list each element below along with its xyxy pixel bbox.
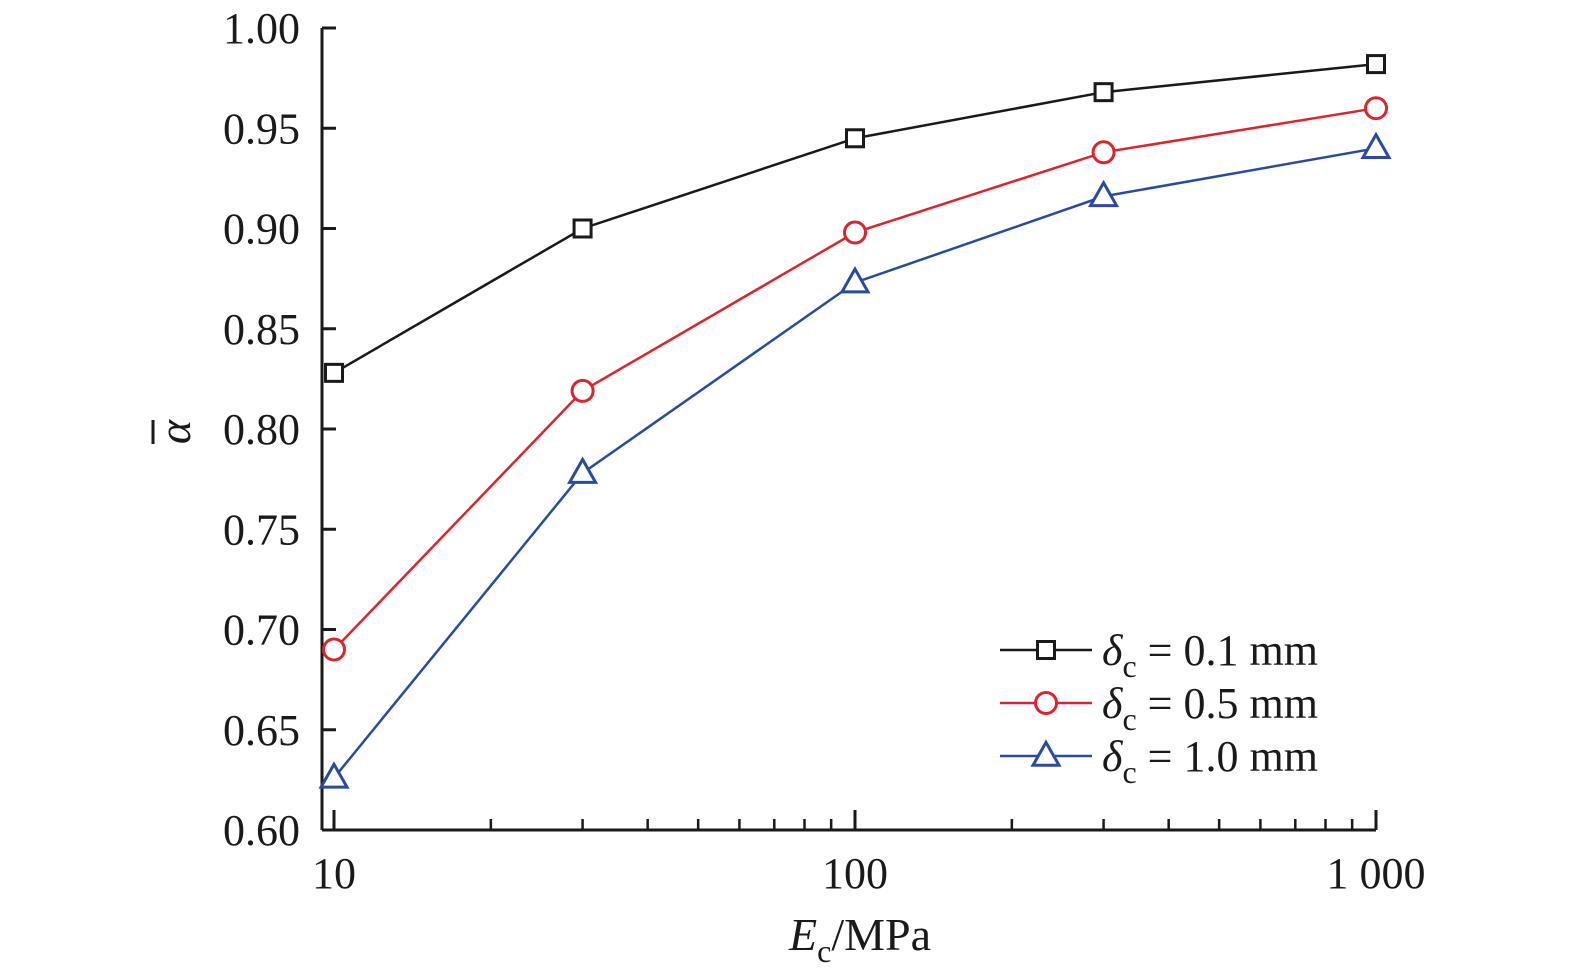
data-point [1366, 54, 1386, 75]
legend-marker-shape [1034, 691, 1058, 715]
y-tick-label: 0.85 [223, 305, 300, 354]
y-tick-label: 0.60 [223, 806, 300, 855]
data-point [1088, 179, 1120, 208]
series-line-1 [333, 106, 1377, 651]
legend-entry: δc = 1.0 mm [1000, 732, 1318, 790]
y-tick-label: 0.70 [223, 606, 300, 655]
legend-marker-2 [1030, 739, 1062, 767]
x-tick-label: 1 000 [1327, 849, 1426, 898]
x-axis-title-rest: /MPa [831, 909, 931, 960]
series-0 [324, 54, 1386, 383]
legend-entry: δc = 0.1 mm [1000, 626, 1318, 684]
legend-label-1: δc = 0.5 mm [1102, 679, 1318, 737]
legend-marker-shape [1030, 739, 1062, 767]
legend-marker-shape [1036, 640, 1056, 660]
legend-label-0-rest: = 0.1 mm [1137, 626, 1318, 675]
legend-label-0-sub: c [1122, 648, 1136, 684]
legend-marker-0 [1036, 640, 1056, 660]
x-axis-title: Ec/MPa [788, 909, 931, 969]
legend-label-0: δc = 0.1 mm [1102, 626, 1318, 684]
legend-label-2-rest: = 1.0 mm [1137, 732, 1318, 781]
data-point [1093, 82, 1114, 103]
series-2 [318, 131, 1392, 789]
data-point [324, 362, 344, 383]
legend-label-1-symbol: δ [1102, 679, 1124, 728]
legend-marker-1 [1034, 691, 1058, 715]
data-point [322, 637, 346, 662]
x-tick-label: 10 [312, 849, 356, 898]
legend-label-1-rest: = 0.5 mm [1137, 679, 1318, 728]
series-layer [318, 54, 1392, 789]
data-point [839, 265, 871, 294]
legend-entry: δc = 0.5 mm [1000, 679, 1318, 737]
y-tick-label: 0.95 [223, 104, 300, 153]
y-axis: 0.60 0.65 0.70 0.75 0.80 0.85 0.90 0.95 1.00 [223, 4, 336, 855]
data-point [845, 128, 865, 149]
data-point [570, 378, 595, 403]
x-axis-title-sub: c [817, 933, 831, 969]
data-point [567, 456, 599, 484]
x-axis: 10 100 1 000 [312, 810, 1426, 898]
data-point [1360, 131, 1392, 160]
legend-label-0-symbol: δ [1102, 626, 1124, 675]
data-point [318, 761, 350, 789]
data-point [1364, 96, 1388, 121]
y-tick-label: 1.00 [223, 4, 300, 53]
legend-label-2: δc = 1.0 mm [1102, 732, 1318, 790]
y-tick-label: 0.80 [223, 405, 300, 454]
x-tick-label: 100 [822, 849, 888, 898]
data-point [572, 218, 593, 239]
y-tick-label: 0.90 [223, 205, 300, 254]
legend-label-2-symbol: δ [1102, 732, 1124, 781]
x-axis-title-main: E [788, 909, 817, 960]
series-1 [322, 96, 1388, 662]
legend-label-2-sub: c [1122, 754, 1136, 790]
legend: δc = 0.1 mm δc = 0.5 mm δc = 1.0 mm [1000, 626, 1318, 790]
data-point [1091, 140, 1116, 165]
y-axis-title: α [149, 419, 200, 444]
y-tick-label: 0.75 [223, 505, 300, 554]
data-point [843, 220, 867, 245]
y-axis-title-main: α [149, 419, 200, 444]
legend-label-1-sub: c [1122, 701, 1136, 737]
y-tick-label: 0.65 [223, 706, 300, 755]
series-line-0 [333, 62, 1377, 374]
